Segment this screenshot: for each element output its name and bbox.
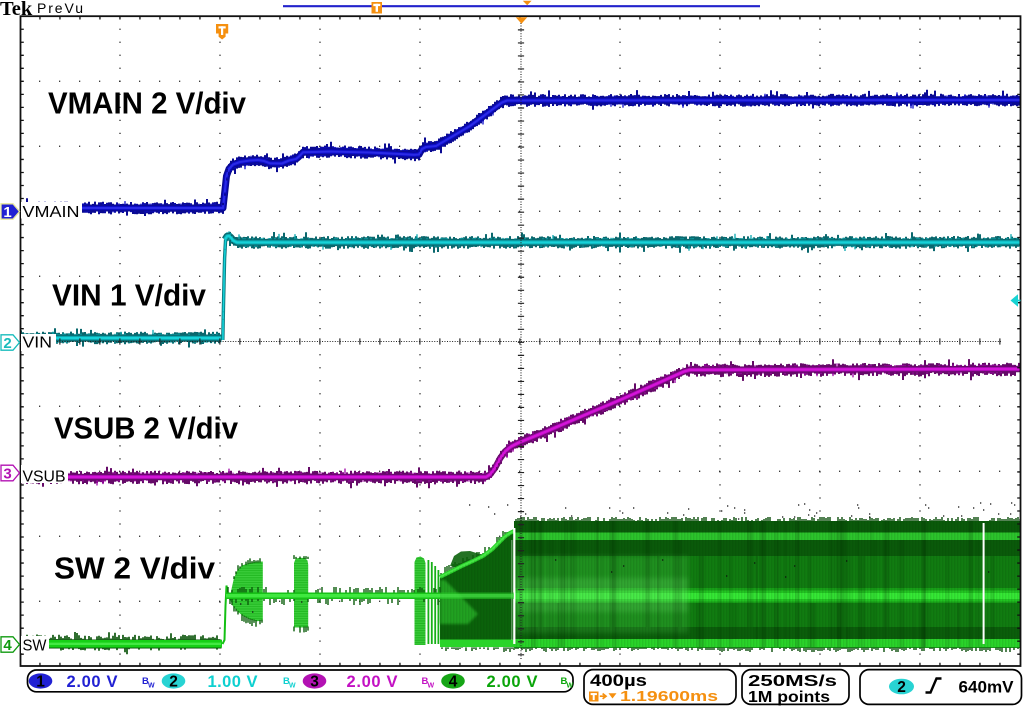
svg-text:640mV: 640mV bbox=[959, 679, 1014, 697]
svg-text:VMAIN: VMAIN bbox=[23, 204, 80, 221]
svg-text:1.00 V: 1.00 V bbox=[208, 673, 258, 691]
svg-text:1.19600ms: 1.19600ms bbox=[620, 689, 718, 705]
svg-text:2: 2 bbox=[169, 674, 178, 691]
svg-text:3: 3 bbox=[3, 465, 11, 482]
svg-text:VIN 1 V/div: VIN 1 V/div bbox=[52, 278, 207, 313]
svg-text:SW: SW bbox=[23, 638, 48, 655]
svg-text:VSUB 2 V/div: VSUB 2 V/div bbox=[54, 411, 239, 446]
svg-text:2.00 V: 2.00 V bbox=[487, 673, 538, 691]
svg-text:VIN: VIN bbox=[23, 335, 53, 352]
svg-text:4: 4 bbox=[449, 674, 458, 691]
svg-text:PreVu: PreVu bbox=[37, 0, 85, 16]
svg-text:400µs: 400µs bbox=[590, 672, 647, 690]
svg-text:VMAIN 2 V/div: VMAIN 2 V/div bbox=[48, 86, 247, 121]
svg-text:W: W bbox=[148, 683, 155, 690]
svg-text:B: B bbox=[283, 676, 290, 687]
svg-text:1: 1 bbox=[36, 674, 45, 691]
svg-text:Tek: Tek bbox=[0, 0, 33, 20]
svg-text:SW 2 V/div: SW 2 V/div bbox=[54, 551, 216, 586]
svg-text:W: W bbox=[289, 683, 296, 690]
svg-text:1: 1 bbox=[3, 204, 11, 221]
svg-text:1M points: 1M points bbox=[748, 689, 830, 706]
svg-text:B: B bbox=[422, 676, 429, 687]
svg-text:W: W bbox=[567, 683, 574, 690]
svg-text:2: 2 bbox=[3, 335, 11, 352]
svg-text:2: 2 bbox=[897, 679, 906, 696]
svg-text:2.00 V: 2.00 V bbox=[347, 673, 398, 691]
svg-text:W: W bbox=[428, 683, 435, 690]
svg-text:4: 4 bbox=[3, 637, 12, 654]
svg-text:3: 3 bbox=[310, 674, 319, 691]
svg-text:2.00 V: 2.00 V bbox=[67, 673, 118, 691]
svg-text:B: B bbox=[142, 676, 149, 687]
svg-text:VSUB: VSUB bbox=[23, 469, 66, 486]
svg-text:250MS/s: 250MS/s bbox=[748, 673, 837, 690]
svg-text:B: B bbox=[561, 676, 568, 687]
